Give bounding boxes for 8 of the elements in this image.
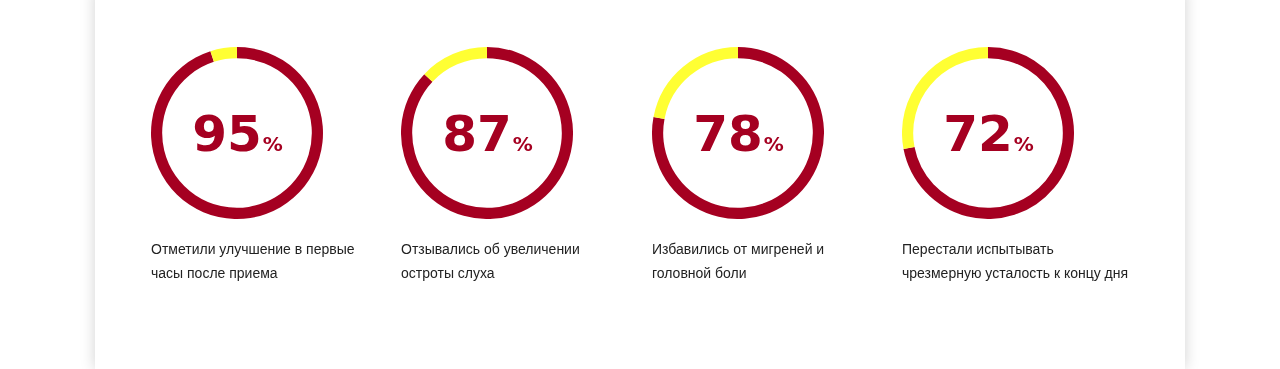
data-label: 78% bbox=[693, 105, 784, 163]
data-label: 87% bbox=[442, 105, 533, 163]
text: Отзывались об увеличении остроты слуха bbox=[401, 240, 581, 283]
data-label: 72% bbox=[943, 105, 1034, 163]
text: Отметили улучшение в первые часы после приема bbox=[151, 240, 356, 283]
text: Избавились от мигреней и головной боли bbox=[652, 240, 826, 283]
text: Перестали испытывать чрезмерную усталость к концу дня bbox=[902, 240, 1130, 283]
data-label: 95% bbox=[192, 105, 283, 163]
